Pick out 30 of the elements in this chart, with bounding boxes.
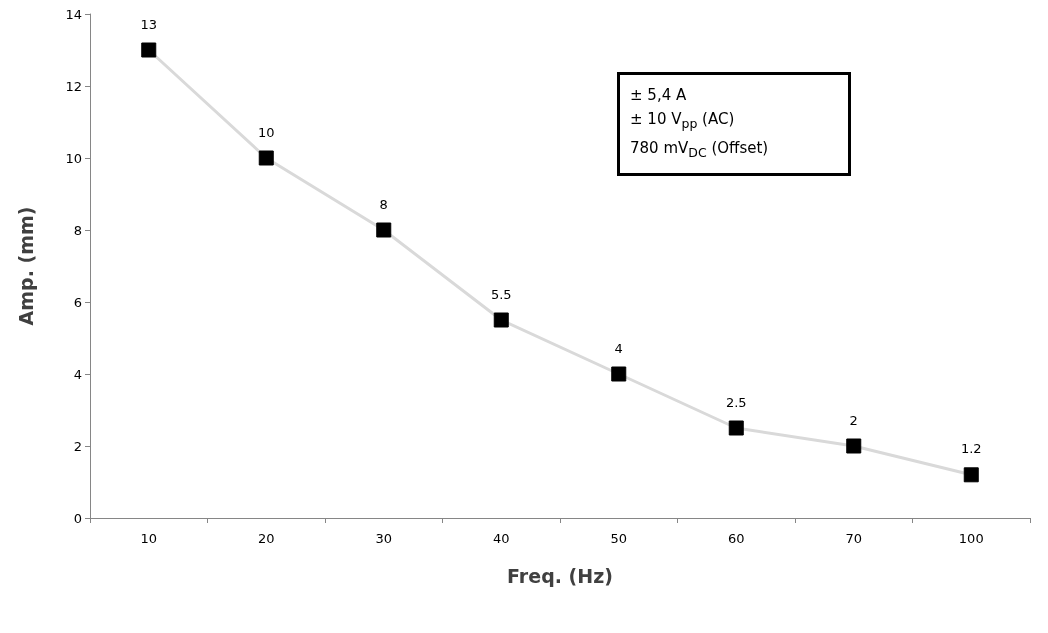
- annotation: ± 10 V$_{pp}$ (AC): [630, 109, 736, 133]
- y-tick-label: 6: [73, 294, 82, 310]
- y-tick-label: 14: [65, 6, 82, 22]
- y-tick-label: 2: [73, 438, 82, 454]
- x-tick-label: 70: [845, 531, 863, 546]
- data-label: 5.5: [490, 286, 512, 302]
- x-tick-label: 20: [257, 531, 275, 546]
- x-axis-title: Freq. (Hz): [507, 564, 613, 587]
- x-tick-label: 50: [610, 531, 628, 546]
- data-label: 8: [379, 196, 388, 212]
- x-tick-label: 10: [140, 531, 158, 546]
- note-box: ± 5,4 A ± 10 V$_{pp}$ (AC) 780 mV$_{DC}$ (Offset): [617, 72, 851, 176]
- annotation: 780 mV$_{DC}$ (Offset): [630, 138, 770, 162]
- data-label: 13: [140, 16, 158, 32]
- y-tick-label: 12: [65, 78, 82, 94]
- data-label: 1.2: [960, 441, 982, 457]
- y-tick-label: 10: [65, 150, 82, 166]
- x-tick-label: 100: [958, 531, 984, 546]
- y-tick-label: 4: [73, 366, 82, 382]
- x-tick-label: 40: [492, 531, 510, 546]
- data-label: 10: [257, 124, 275, 140]
- annotation: ± 5,4 A: [630, 85, 688, 106]
- data-label: 2.5: [725, 394, 747, 410]
- data-label: 4: [614, 340, 623, 356]
- x-tick-label: 60: [727, 531, 745, 546]
- y-tick-label: 8: [73, 222, 82, 238]
- x-tick-label: 30: [375, 531, 393, 546]
- data-label: 2: [849, 412, 858, 428]
- y-tick-label: 0: [73, 510, 82, 526]
- y-axis-title: Amp. (mm): [14, 206, 37, 326]
